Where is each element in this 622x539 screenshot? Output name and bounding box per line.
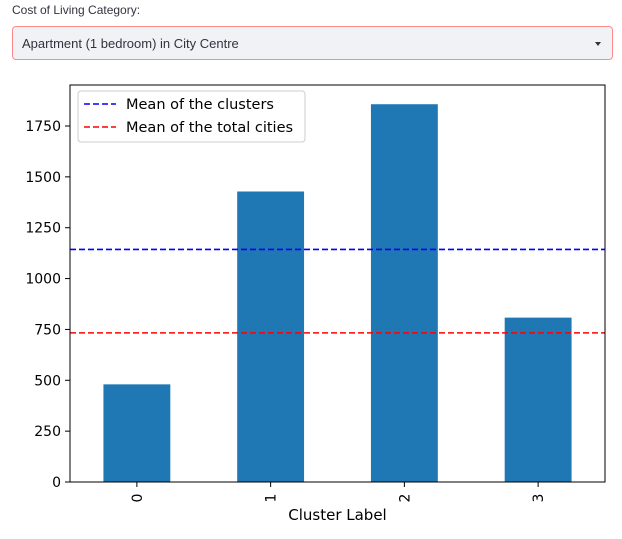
x-axis-label: Cluster Label: [288, 506, 386, 524]
cost-category-label: Cost of Living Category:: [12, 3, 141, 17]
reference-lines: [70, 248, 605, 334]
y-tick-label: 1250: [25, 221, 61, 237]
y-tick-label: 250: [34, 424, 61, 440]
legend-box: [77, 90, 306, 143]
bar-0: [103, 384, 171, 482]
bars: [103, 104, 572, 482]
x-tick-label: 1: [264, 494, 280, 503]
y-tick-label: 1000: [25, 272, 61, 288]
y-axis: 0 250 500 750 1000 1250 1500 1750: [25, 119, 70, 491]
x-axis: 0 1 2 3: [130, 482, 547, 502]
plot-frame: [69, 84, 606, 483]
x-tick-label: 2: [397, 494, 413, 503]
x-tick-label: 0: [130, 494, 146, 503]
x-tick-label: 3: [531, 494, 547, 503]
y-tick-label: 0: [52, 475, 61, 491]
y-tick-label: 1750: [25, 119, 61, 135]
bar-3: [504, 317, 572, 482]
bar-chart: 0 250 500 750 1000 1250 1500 1750 0 1 2 3 Cluster …: [25, 84, 606, 524]
legend-label: Mean of the total cities: [126, 120, 293, 136]
legend-label: Mean of the clusters: [126, 97, 274, 113]
y-tick-label: 1500: [25, 170, 61, 186]
chevron-down-icon[interactable]: [595, 42, 601, 46]
cost-category-value: Apartment (1 bedroom) in City Centre: [22, 36, 239, 51]
y-tick-label: 500: [34, 373, 61, 389]
legend: Mean of the clusters Mean of the total ci…: [77, 90, 306, 143]
y-tick-label: 750: [34, 322, 61, 338]
cost-category-select[interactable]: Apartment (1 bedroom) in City Centre: [12, 26, 613, 60]
bar-1: [237, 191, 305, 482]
bar-2: [370, 104, 438, 482]
